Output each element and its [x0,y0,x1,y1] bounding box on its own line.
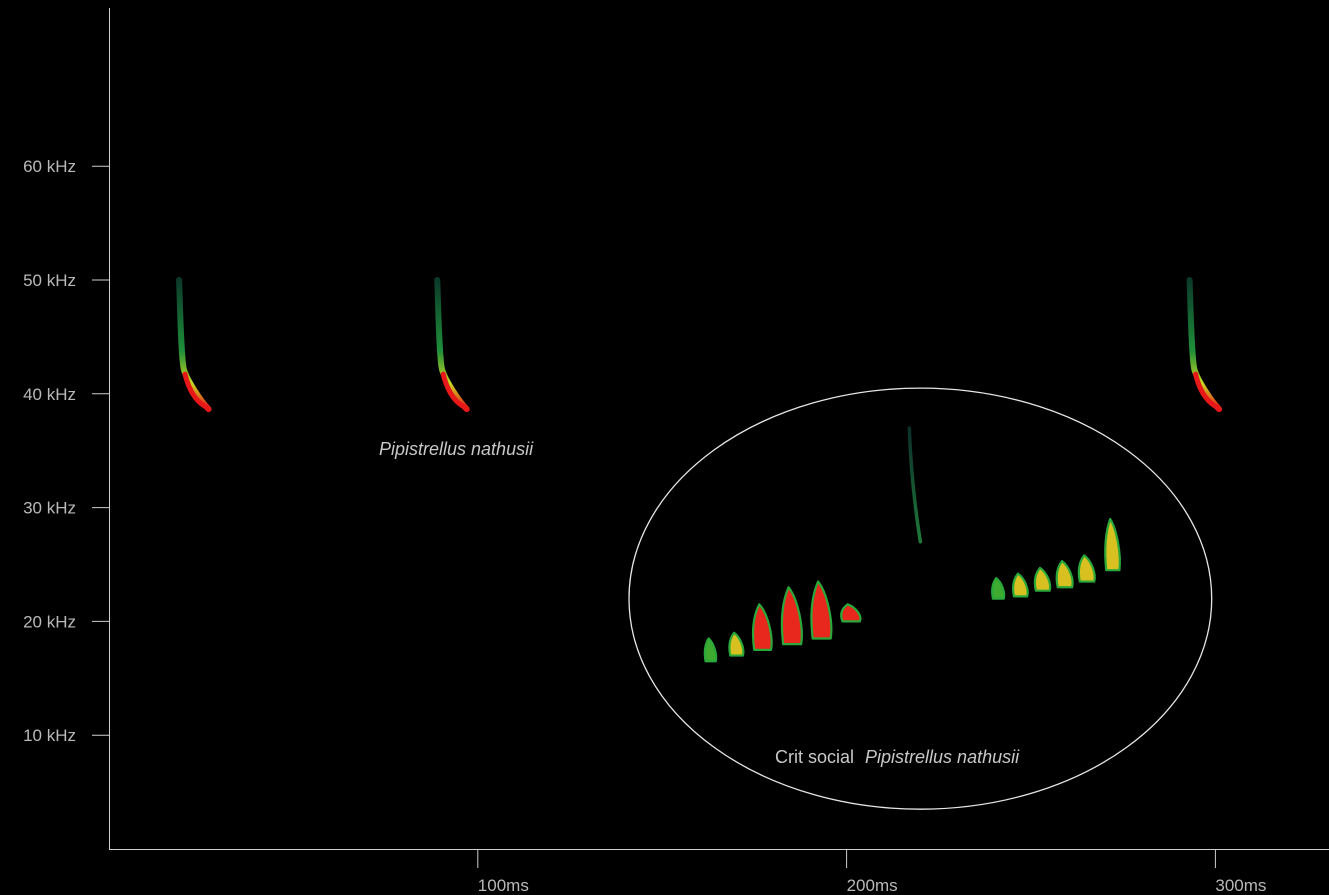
echolocation-species-label: Pipistrellus nathusii [379,439,534,459]
social-syllable [840,603,862,623]
social-syllable [703,637,718,663]
y-tick-label: 40 kHz [23,385,76,404]
social-syllable [780,586,803,646]
y-tick-label: 60 kHz [23,157,76,176]
social-syllable [1012,572,1029,598]
spectrogram-calls [176,277,1223,663]
social-syllable [810,580,833,640]
echolocation-call-peak [440,371,468,410]
y-tick-label: 30 kHz [23,499,76,518]
x-axis-ticks: 100ms 200ms 300ms [477,849,1266,895]
social-call-prefix: Crit social [775,747,854,767]
y-tick-label: 10 kHz [23,726,76,745]
echolocation-call [1186,277,1223,413]
plot-axes [109,8,1329,850]
echolocation-call [176,277,212,413]
social-call-label: Crit social Pipistrellus nathusii [775,747,1020,767]
social-syllable [728,631,745,657]
x-tick-label: 300ms [1215,876,1266,895]
echolocation-call-peak [182,371,210,410]
social-call-species: Pipistrellus nathusii [865,747,1020,767]
y-axis-ticks: 10 kHz 20 kHz 30 kHz 40 kHz 50 kHz 60 kHz [23,157,109,745]
social-call-highlight-ellipse [628,387,1213,810]
y-tick-label: 50 kHz [23,271,76,290]
echolocation-call [434,277,470,413]
social-syllable [752,603,773,651]
sweep-call [907,426,923,544]
social-syllable [1055,559,1074,589]
x-tick-label: 100ms [478,876,529,895]
y-tick-label: 20 kHz [23,612,76,631]
social-syllable [1104,517,1121,572]
echolocation-call-peak [1193,371,1220,410]
social-syllable [1033,566,1052,592]
social-syllable [1077,554,1096,583]
x-tick-label: 200ms [847,876,898,895]
social-syllable [991,577,1006,600]
